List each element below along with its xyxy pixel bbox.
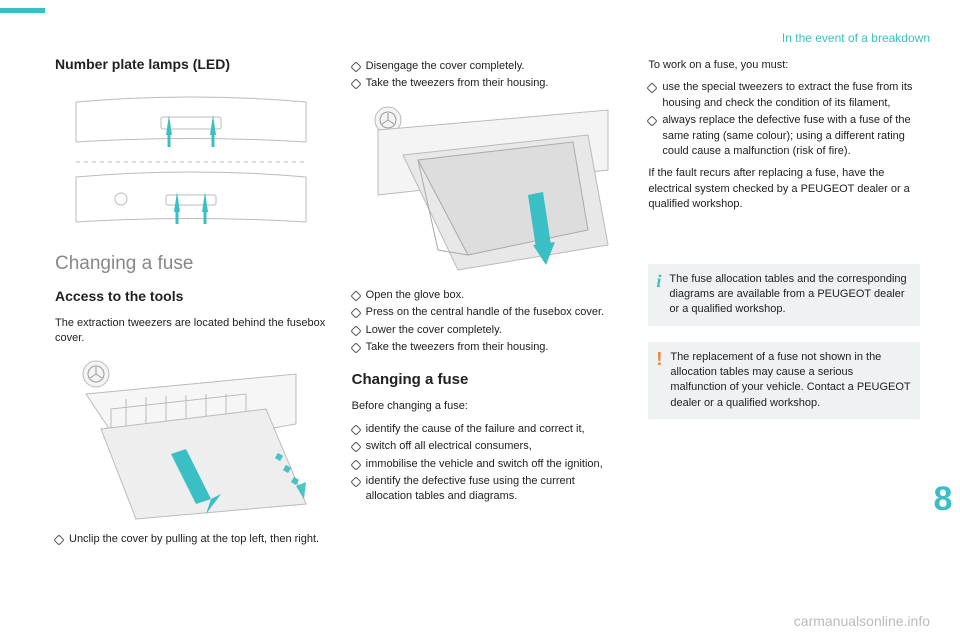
list-unclip: Unclip the cover by pulling at the top l… (55, 530, 327, 549)
section-header: In the event of a breakdown (782, 30, 930, 47)
text-tweezer-location: The extraction tweezers are located behi… (55, 316, 327, 347)
illustration-fusebox-cover (55, 354, 327, 524)
item-disengage: Disengage the cover completely. (352, 59, 624, 74)
item-always-replace: always replace the defective fuse with a… (648, 113, 920, 159)
item-take-tweezers2: Take the tweezers from their housing. (352, 340, 624, 355)
text-before-changing: Before changing a fuse: (352, 399, 624, 414)
info-note-text: The fuse allocation tables and the corre… (669, 272, 912, 318)
item-lower-cover: Lower the cover completely. (352, 323, 624, 338)
heading-access-tools: Access to the tools (55, 287, 327, 307)
warning-note-text: The replacement of a fuse not shown in t… (670, 350, 912, 412)
list-disengage: Disengage the cover completely. Take the… (352, 57, 624, 94)
item-press-handle: Press on the central handle of the fuseb… (352, 305, 624, 320)
column-3: To work on a fuse, you must: use the spe… (648, 55, 920, 620)
text-to-work: To work on a fuse, you must: (648, 58, 920, 73)
item-take-tweezers: Take the tweezers from their housing. (352, 76, 624, 91)
illustration-number-plate (55, 87, 327, 237)
item-identify-cause: identify the cause of the failure and co… (352, 422, 624, 437)
item-use-tweezers: use the special tweezers to extract the … (648, 80, 920, 111)
info-note: i The fuse allocation tables and the cor… (648, 264, 920, 326)
list-before-changing: identify the cause of the failure and co… (352, 420, 624, 507)
warning-icon: ! (656, 350, 662, 368)
item-identify-fuse: identify the defective fuse using the cu… (352, 474, 624, 505)
warning-note: ! The replacement of a fuse not shown in… (648, 342, 920, 420)
item-switch-off: switch off all electrical consumers, (352, 439, 624, 454)
column-2: Disengage the cover completely. Take the… (352, 55, 624, 620)
list-to-work: use the special tweezers to extract the … (648, 78, 920, 161)
text-if-fault: If the fault recurs after replacing a fu… (648, 166, 920, 212)
watermark: carmanualsonline.info (794, 612, 930, 632)
chapter-number: 8 (926, 480, 960, 520)
list-glovebox: Open the glove box. Press on the central… (352, 286, 624, 358)
heading-changing-fuse-2: Changing a fuse (352, 369, 624, 390)
heading-changing-fuse: Changing a fuse (55, 251, 327, 278)
info-icon: i (656, 272, 661, 290)
illustration-glovebox (352, 100, 624, 280)
item-open-glove: Open the glove box. (352, 288, 624, 303)
page-content: Number plate lamps (LED) Changing a fuse… (55, 55, 920, 620)
column-1: Number plate lamps (LED) Changing a fuse… (55, 55, 327, 620)
accent-bar (0, 8, 45, 13)
item-immobilise: immobilise the vehicle and switch off th… (352, 457, 624, 472)
item-unclip: Unclip the cover by pulling at the top l… (55, 532, 327, 547)
title-number-plate: Number plate lamps (LED) (55, 55, 327, 75)
